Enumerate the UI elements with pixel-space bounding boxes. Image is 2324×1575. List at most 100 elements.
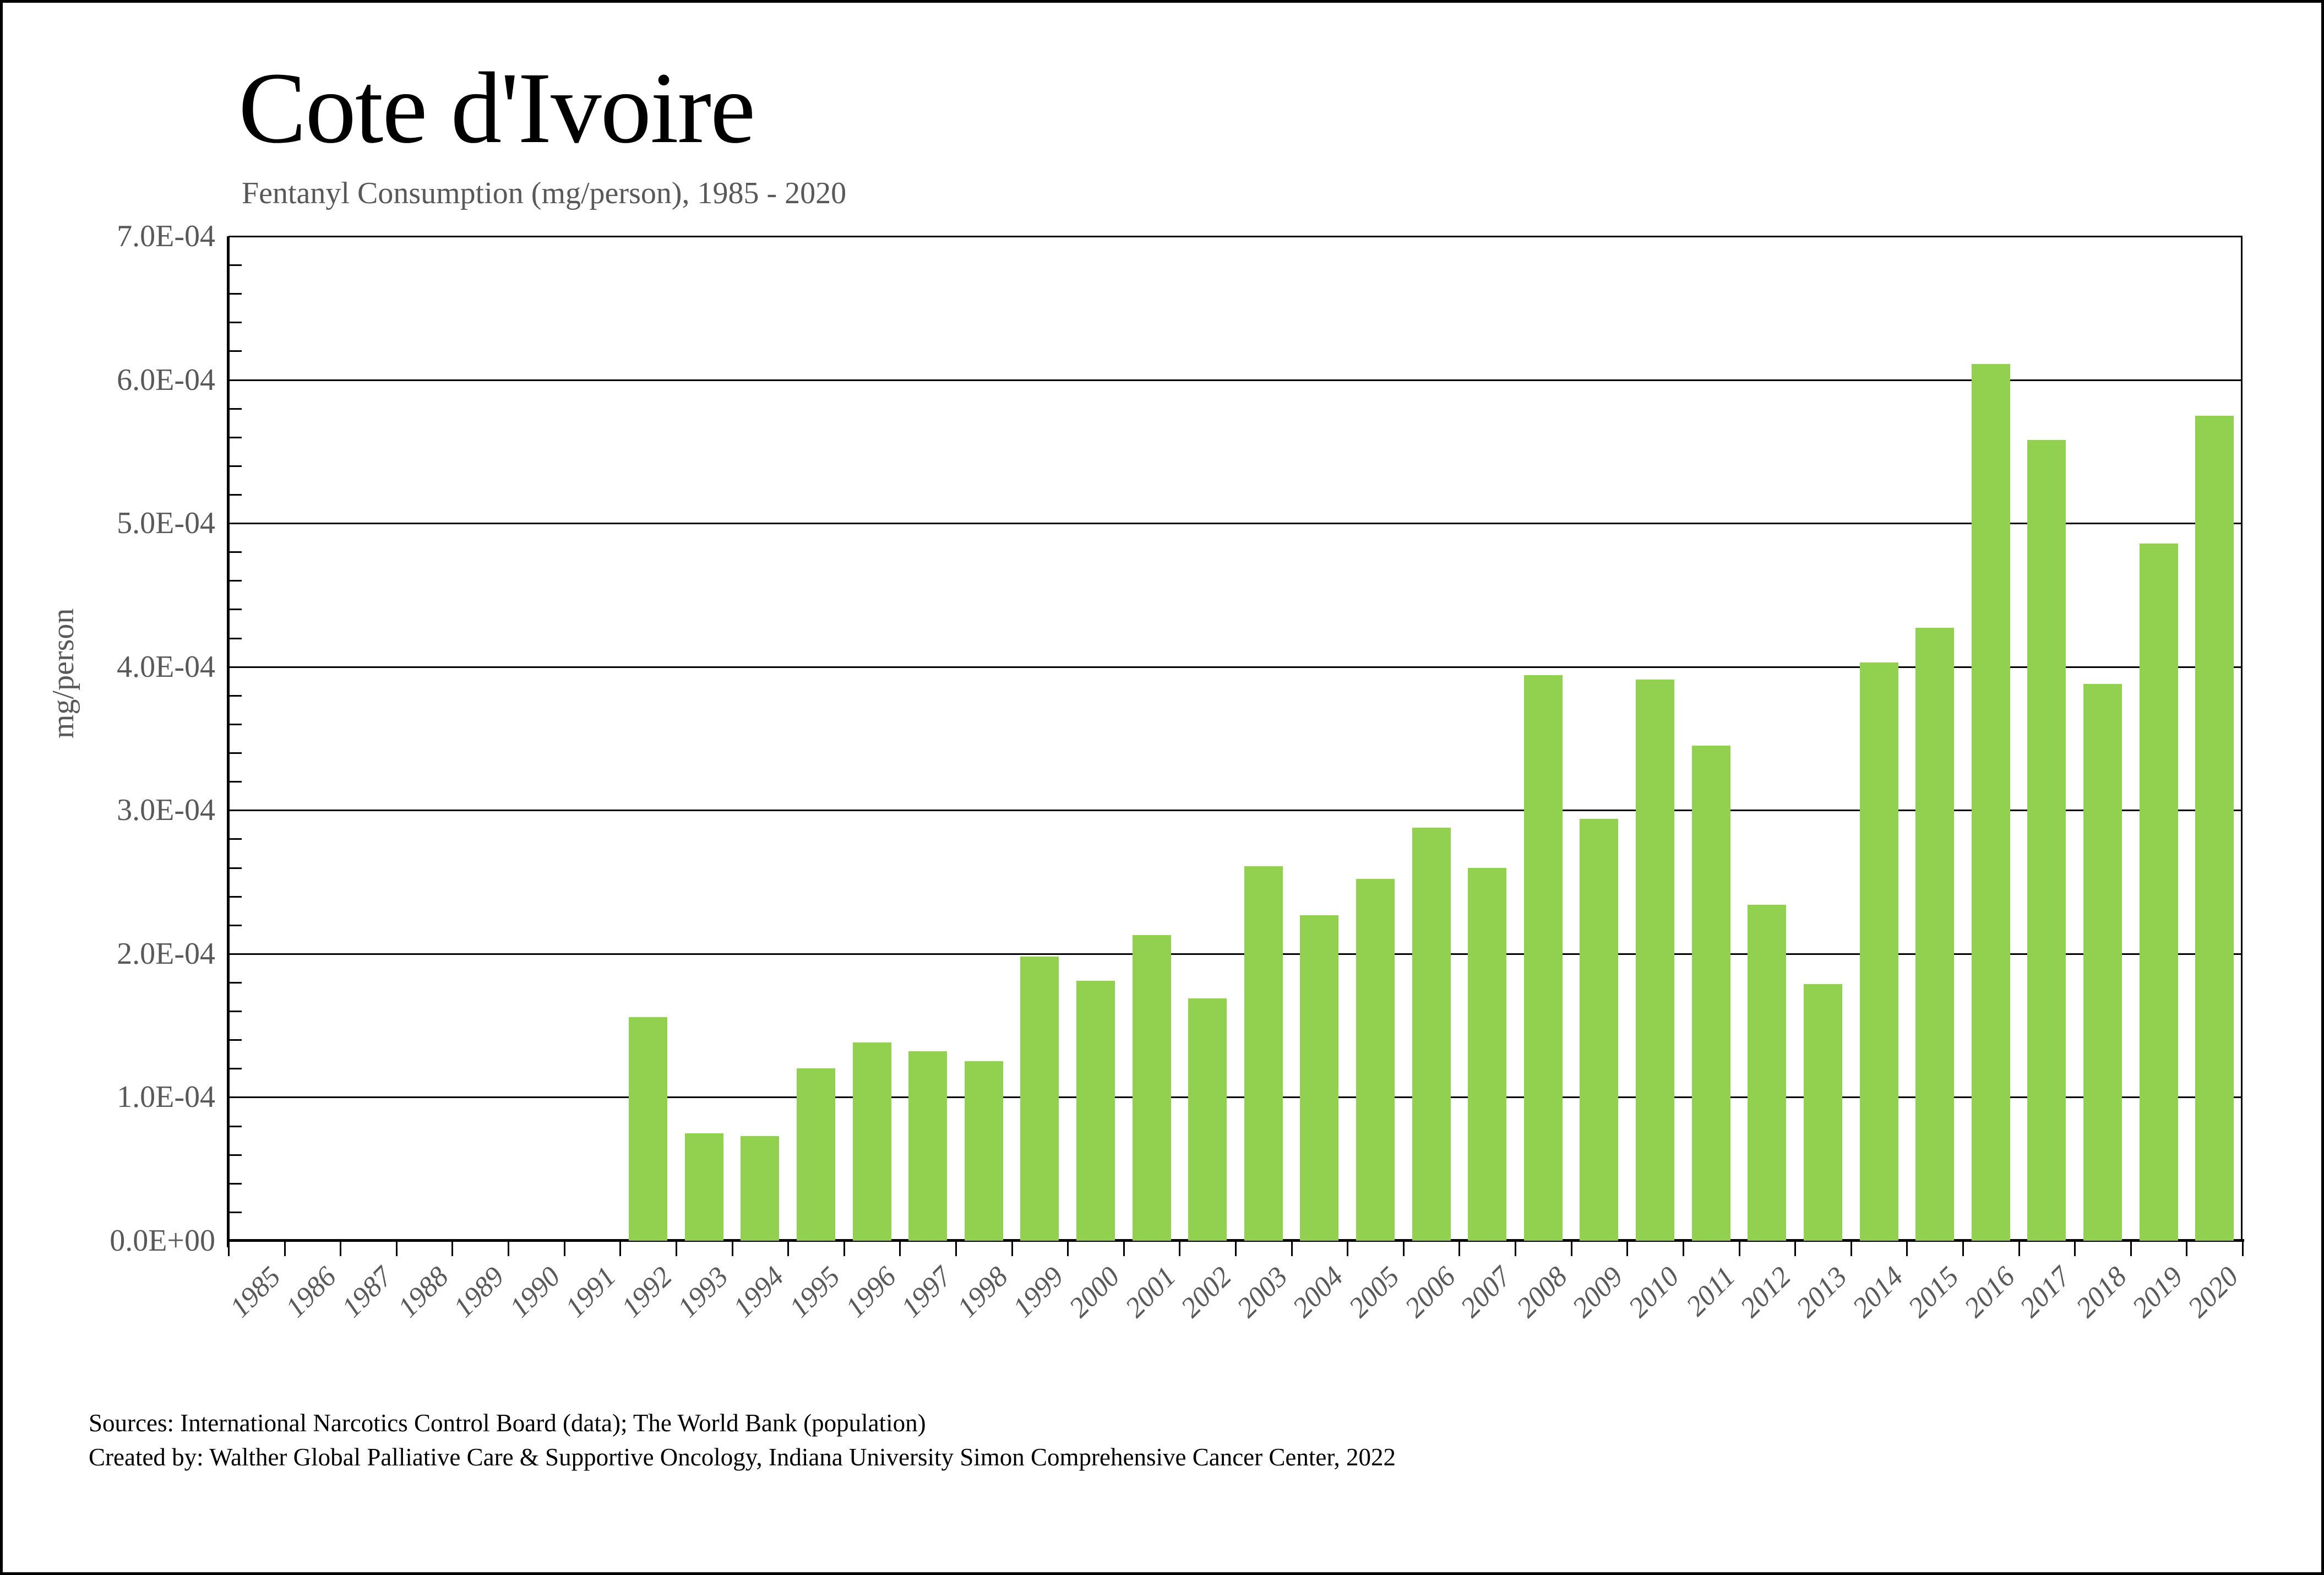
y-minor-tick bbox=[230, 1068, 242, 1070]
y-minor-tick bbox=[230, 609, 242, 611]
x-tick bbox=[675, 1242, 677, 1256]
y-minor-tick bbox=[230, 264, 242, 267]
y-minor-tick bbox=[230, 322, 242, 324]
y-minor-tick bbox=[230, 436, 242, 438]
bar-2006 bbox=[1412, 827, 1451, 1241]
bar-2004 bbox=[1300, 915, 1339, 1241]
x-tick bbox=[1962, 1242, 1964, 1256]
bar-2003 bbox=[1244, 866, 1283, 1241]
y-minor-tick bbox=[230, 580, 242, 582]
x-tick bbox=[395, 1242, 398, 1256]
x-tick bbox=[1794, 1242, 1797, 1256]
x-tick bbox=[787, 1242, 790, 1256]
x-tick bbox=[2130, 1242, 2132, 1256]
y-minor-tick bbox=[230, 723, 242, 725]
bar-2020 bbox=[2195, 415, 2234, 1241]
x-tick bbox=[1458, 1242, 1461, 1256]
x-tick bbox=[2242, 1242, 2244, 1256]
chart-title: Cote d'Ivoire bbox=[238, 52, 755, 165]
bar-2014 bbox=[1859, 662, 1898, 1241]
x-tick bbox=[451, 1242, 454, 1256]
y-minor-tick bbox=[230, 781, 242, 783]
x-tick bbox=[1235, 1242, 1237, 1256]
bar-2015 bbox=[1915, 628, 1955, 1241]
y-minor-tick bbox=[230, 694, 242, 697]
y-gridline bbox=[228, 666, 2243, 668]
y-minor-tick bbox=[230, 1011, 242, 1013]
source-line: Sources: International Narcotics Control… bbox=[89, 1409, 926, 1437]
bar-2000 bbox=[1076, 981, 1115, 1241]
y-minor-tick bbox=[230, 924, 242, 926]
y-tick-label: 5.0E-04 bbox=[117, 506, 215, 541]
x-tick bbox=[2074, 1242, 2076, 1256]
bar-1996 bbox=[852, 1042, 891, 1241]
x-tick bbox=[1850, 1242, 1852, 1256]
x-tick bbox=[1067, 1242, 1069, 1256]
y-minor-tick bbox=[230, 752, 242, 754]
bar-1998 bbox=[964, 1061, 1003, 1241]
y-minor-tick bbox=[230, 981, 242, 984]
y-minor-tick bbox=[230, 637, 242, 639]
chart-subtitle: Fentanyl Consumption (mg/person), 1985 -… bbox=[242, 176, 847, 210]
x-tick bbox=[1123, 1242, 1125, 1256]
y-gridline bbox=[228, 953, 2243, 955]
bar-2008 bbox=[1523, 675, 1563, 1241]
y-minor-tick bbox=[230, 465, 242, 467]
y-gridline bbox=[228, 236, 2243, 237]
y-gridline bbox=[228, 810, 2243, 812]
x-tick bbox=[1570, 1242, 1572, 1256]
bar-2005 bbox=[1356, 879, 1395, 1241]
x-tick bbox=[619, 1242, 622, 1256]
x-tick bbox=[563, 1242, 565, 1256]
bar-1994 bbox=[741, 1136, 780, 1241]
x-tick bbox=[1011, 1242, 1013, 1256]
x-tick bbox=[1626, 1242, 1629, 1256]
x-tick bbox=[340, 1242, 342, 1256]
bar-1999 bbox=[1020, 957, 1059, 1241]
bar-2017 bbox=[2027, 440, 2066, 1241]
bar-2013 bbox=[1803, 984, 1842, 1241]
x-tick bbox=[1515, 1242, 1517, 1256]
x-tick bbox=[731, 1242, 733, 1256]
y-axis-line bbox=[227, 236, 230, 1247]
bar-2019 bbox=[2139, 543, 2178, 1241]
x-tick bbox=[1738, 1242, 1740, 1256]
x-tick bbox=[955, 1242, 957, 1256]
bar-2002 bbox=[1188, 998, 1227, 1241]
y-minor-tick bbox=[230, 1211, 242, 1213]
y-gridline bbox=[228, 1096, 2243, 1099]
y-tick-label: 1.0E-04 bbox=[117, 1080, 215, 1115]
bar-2001 bbox=[1132, 935, 1171, 1241]
y-tick-label: 0.0E+00 bbox=[110, 1224, 215, 1258]
bar-2009 bbox=[1580, 818, 1619, 1241]
plot-area bbox=[227, 236, 2244, 1256]
x-tick bbox=[1402, 1242, 1405, 1256]
x-axis-line bbox=[227, 1239, 2244, 1242]
y-minor-tick bbox=[230, 1154, 242, 1156]
x-tick bbox=[1179, 1242, 1181, 1256]
bar-2018 bbox=[2083, 683, 2122, 1241]
y-tick-label: 7.0E-04 bbox=[117, 219, 215, 253]
bar-1993 bbox=[684, 1133, 723, 1241]
y-gridline bbox=[228, 523, 2243, 525]
y-minor-tick bbox=[230, 1125, 242, 1127]
bar-2012 bbox=[1748, 905, 1787, 1241]
bar-2010 bbox=[1636, 680, 1675, 1241]
y-minor-tick bbox=[230, 895, 242, 898]
bar-2007 bbox=[1468, 867, 1507, 1241]
y-minor-tick bbox=[230, 1039, 242, 1041]
x-tick bbox=[843, 1242, 845, 1256]
bar-2011 bbox=[1691, 746, 1730, 1241]
y-tick-label: 6.0E-04 bbox=[117, 362, 215, 397]
x-tick bbox=[2186, 1242, 2188, 1256]
bar-1992 bbox=[629, 1017, 668, 1241]
y-minor-tick bbox=[230, 551, 242, 553]
y-minor-tick bbox=[230, 350, 242, 352]
y-minor-tick bbox=[230, 867, 242, 869]
y-minor-tick bbox=[230, 408, 242, 410]
y-minor-tick bbox=[230, 1182, 242, 1185]
x-tick bbox=[508, 1242, 510, 1256]
y-minor-tick bbox=[230, 293, 242, 295]
x-tick bbox=[1682, 1242, 1684, 1256]
